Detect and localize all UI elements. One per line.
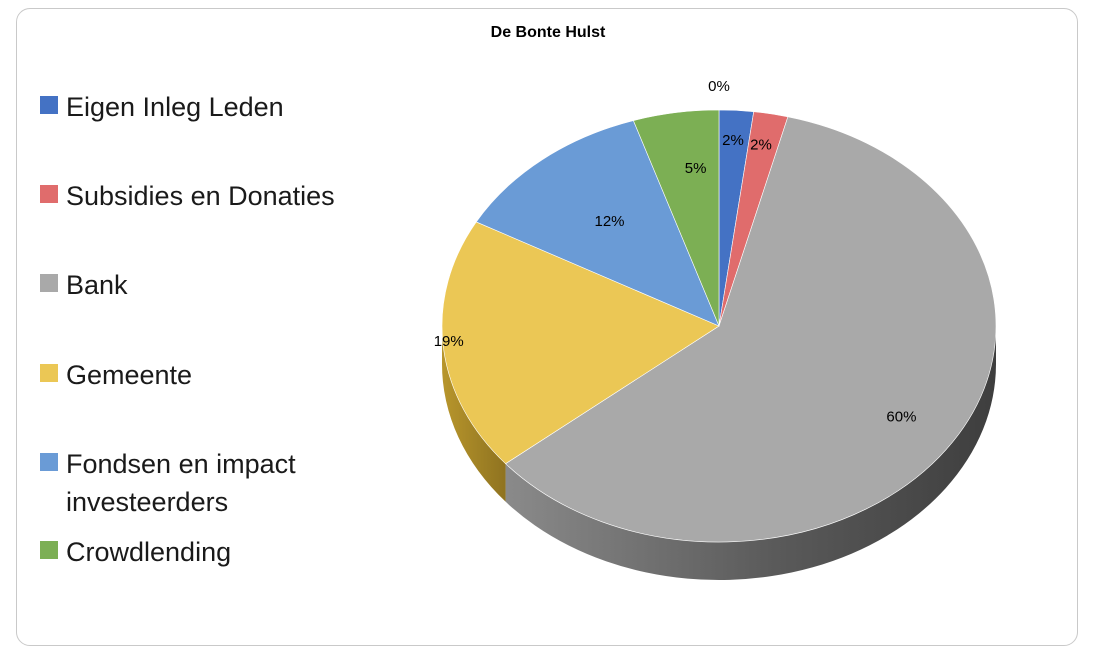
pie-slice-bank [505, 116, 997, 543]
data-label-gemeente: 19% [434, 333, 464, 350]
legend-item-subsidies: Subsidies en Donaties [40, 177, 366, 215]
data-label-zero: 0% [708, 78, 730, 95]
data-label-eigen-inleg: 2% [722, 132, 744, 149]
legend-swatch-gemeente [40, 364, 58, 382]
pie-slice-fondsen [475, 120, 720, 327]
legend-label-fondsen: Fondsen en impact investeerders [66, 449, 296, 517]
legend-swatch-crowdlending [40, 541, 58, 559]
legend-label-crowdlending: Crowdlending [66, 537, 232, 567]
legend-item-gemeente: Gemeente [40, 356, 366, 394]
legend-label-gemeente: Gemeente [66, 360, 193, 390]
pie-slice-crowdlending [632, 109, 720, 327]
legend-swatch-eigen-inleg [40, 96, 58, 114]
pie-slice-gemeente [441, 221, 720, 465]
legend-item-bank: Bank [40, 266, 366, 304]
data-label-crowdlending: 5% [685, 160, 707, 177]
legend-swatch-subsidies [40, 185, 58, 203]
legend-swatch-bank [40, 274, 58, 292]
legend-swatch-fondsen [40, 453, 58, 471]
legend-label-eigen-inleg: Eigen Inleg Leden [66, 92, 284, 122]
chart-title: De Bonte Hulst [490, 24, 606, 41]
legend-label-subsidies: Subsidies en Donaties [66, 181, 335, 211]
legend-item-eigen-inleg: Eigen Inleg Leden [40, 88, 366, 126]
pie-side-bank [505, 326, 996, 580]
legend-item-fondsen: Fondsen en impact investeerders [40, 445, 366, 521]
data-label-bank: 60% [886, 408, 916, 425]
data-label-fondsen: 12% [595, 213, 625, 230]
pie-side-gemeente [442, 326, 506, 502]
legend-label-bank: Bank [66, 270, 128, 300]
data-label-subsidies: 2% [750, 137, 772, 154]
legend-item-crowdlending: Crowdlending [40, 533, 366, 571]
